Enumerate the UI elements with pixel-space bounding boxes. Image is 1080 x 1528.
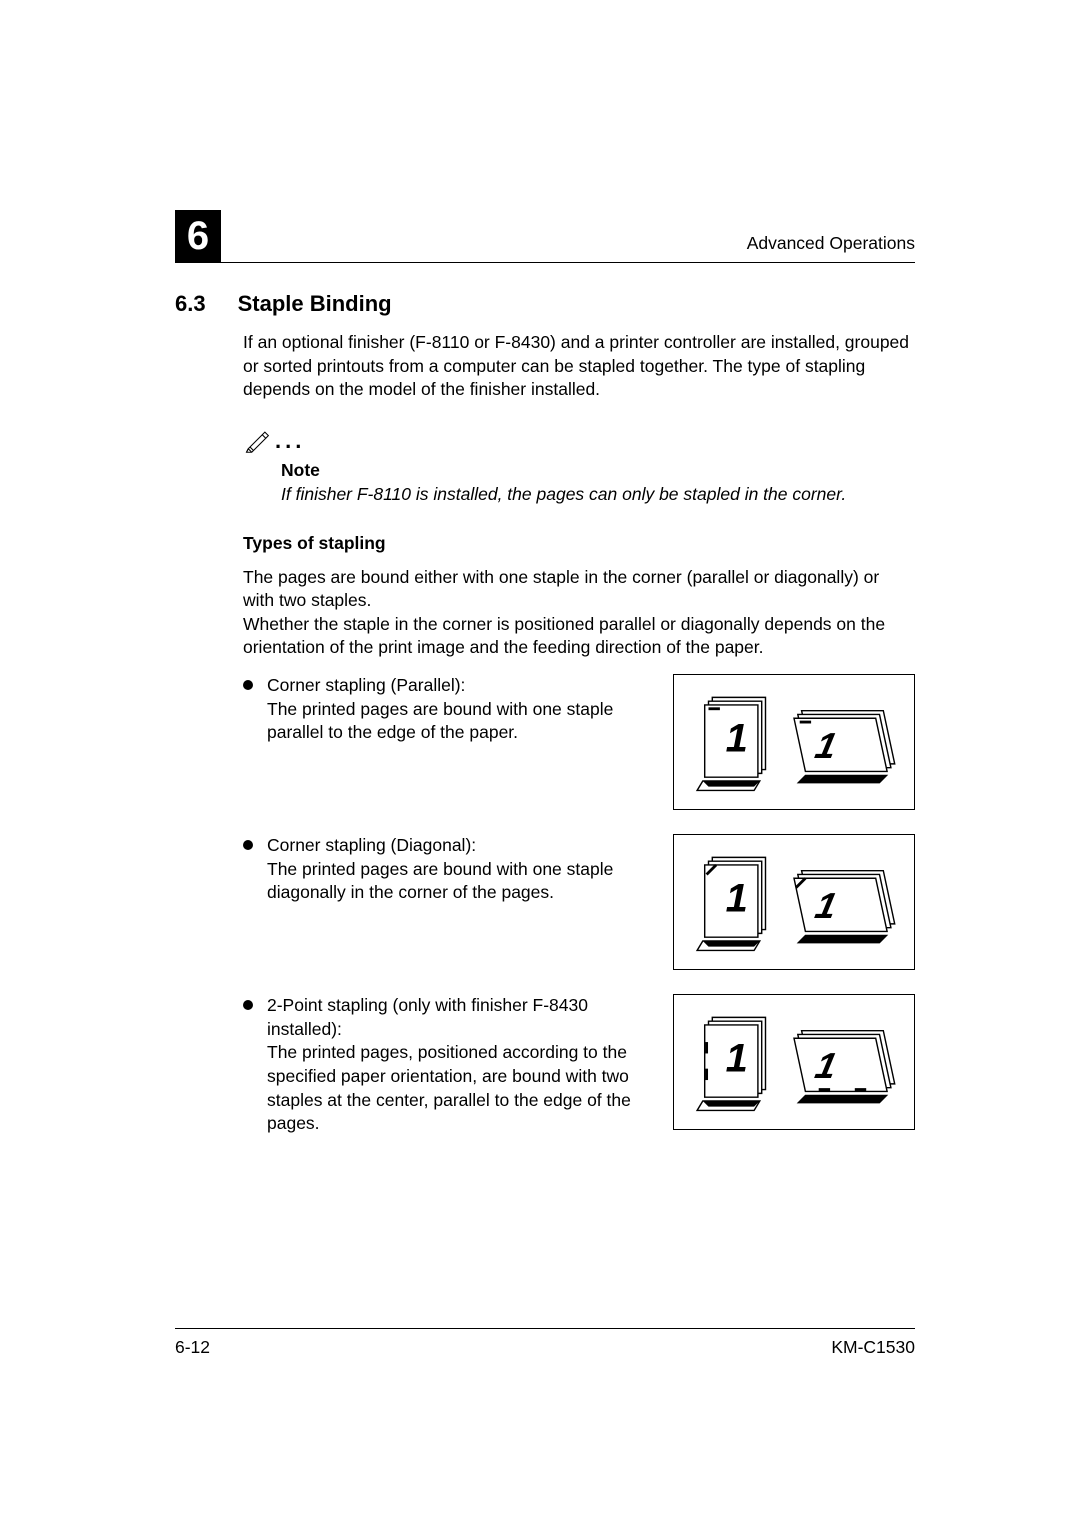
svg-text:1: 1 [726, 877, 748, 921]
note-label: Note [281, 460, 915, 481]
list-item-twopoint: 2-Point stapling (only with finisher F-8… [243, 994, 915, 1136]
figure-diagonal: 1 1 [673, 834, 915, 970]
page-footer: 6-12 KM-C1530 [175, 1328, 915, 1358]
item-desc: The printed pages are bound with one sta… [267, 859, 613, 903]
list-item-parallel: Corner stapling (Parallel): The printed … [243, 674, 915, 810]
paragraph-2: Whether the staple in the corner is posi… [243, 613, 915, 660]
bullet-text-twopoint: 2-Point stapling (only with finisher F-8… [243, 994, 649, 1136]
chapter-number: 6 [187, 214, 209, 259]
item-title: Corner stapling (Parallel): [267, 675, 465, 695]
list-item-diagonal: Corner stapling (Diagonal): The printed … [243, 834, 915, 970]
section-heading: 6.3 Staple Binding [175, 291, 915, 317]
figure-twopoint-svg: 1 1 [680, 1000, 908, 1124]
footer-model: KM-C1530 [831, 1337, 915, 1358]
bullet-icon [243, 680, 253, 690]
pencil-icon [243, 426, 271, 454]
item-desc: The printed pages are bound with one sta… [267, 699, 613, 743]
note-dots-icon: ... [275, 430, 305, 454]
bullet-text-diagonal: Corner stapling (Diagonal): The printed … [243, 834, 649, 970]
bullet-text-parallel: Corner stapling (Parallel): The printed … [243, 674, 649, 810]
page-header-title: Advanced Operations [747, 233, 915, 260]
page-header: 6 Advanced Operations [175, 210, 915, 263]
section-title: Staple Binding [238, 291, 392, 317]
section-number: 6.3 [175, 291, 206, 317]
subheading-types: Types of stapling [243, 533, 915, 554]
figure-parallel: 1 1 [673, 674, 915, 810]
note-text: If finisher F-8110 is installed, the pag… [281, 483, 915, 507]
svg-text:1: 1 [726, 717, 748, 761]
figure-twopoint: 1 1 [673, 994, 915, 1130]
item-desc: The printed pages, positioned according … [267, 1042, 631, 1133]
footer-page-number: 6-12 [175, 1337, 210, 1358]
intro-paragraph: If an optional finisher (F-8110 or F-843… [243, 331, 915, 402]
bullet-icon [243, 1000, 253, 1010]
item-title: Corner stapling (Diagonal): [267, 835, 476, 855]
figure-parallel-svg: 1 1 [680, 680, 908, 804]
paragraph-1: The pages are bound either with one stap… [243, 566, 915, 613]
figure-diagonal-svg: 1 1 [680, 840, 908, 964]
svg-text:1: 1 [726, 1037, 748, 1081]
chapter-number-box: 6 [175, 210, 221, 262]
note-icon-row: ... [243, 426, 915, 454]
item-title: 2-Point stapling (only with finisher F-8… [267, 995, 588, 1039]
bullet-icon [243, 840, 253, 850]
note-block: ... Note If finisher F-8110 is installed… [243, 426, 915, 507]
